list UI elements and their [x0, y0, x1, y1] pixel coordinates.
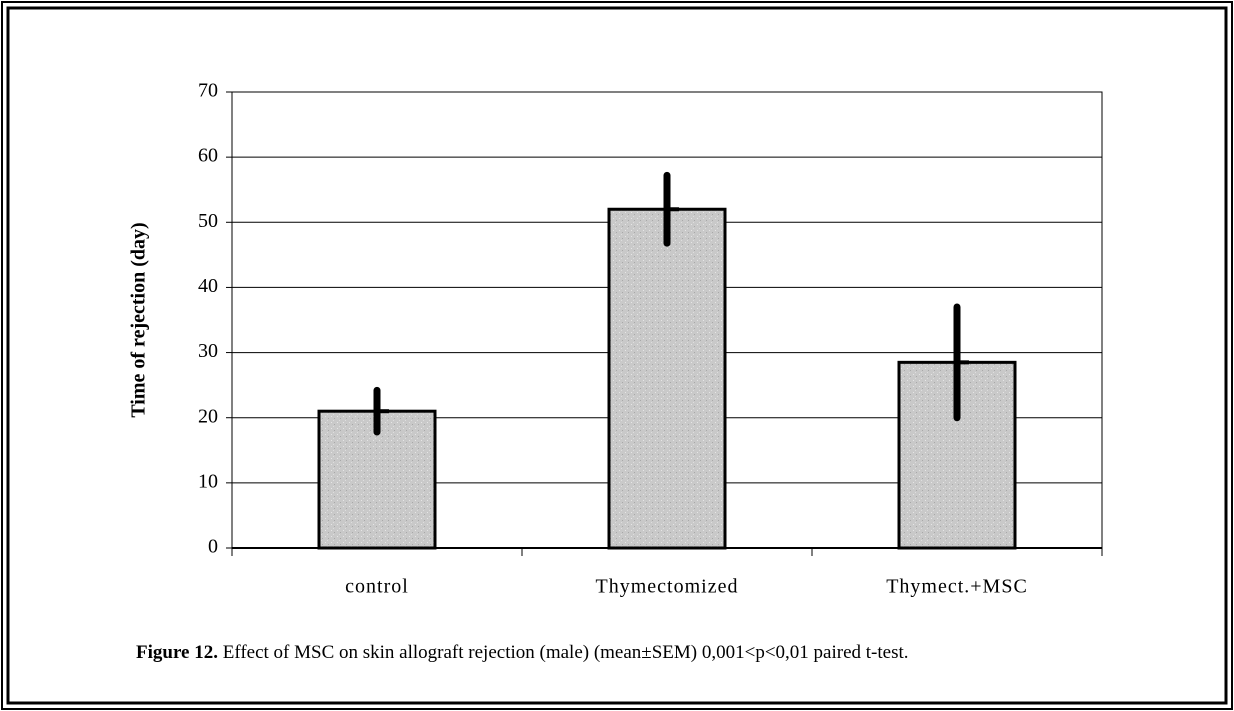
inner-frame: [6, 6, 1228, 705]
y-axis-label: Time of rejection (day): [128, 222, 150, 417]
y-tick-label: 20: [198, 405, 218, 427]
y-tick-label: 50: [198, 210, 218, 232]
y-tick-label: 70: [198, 80, 218, 102]
y-tick-label: 30: [198, 340, 218, 362]
caption-label: Figure 12.: [136, 642, 218, 663]
y-tick-label: 60: [198, 145, 218, 167]
x-tick-label: Thymectomized: [596, 576, 739, 598]
y-tick-label: 0: [208, 536, 218, 558]
y-tick-label: 40: [198, 275, 218, 297]
caption-text: Effect of MSC on skin allograft rejectio…: [218, 642, 909, 663]
bar: [607, 207, 727, 550]
x-tick-label: control: [345, 576, 409, 598]
caption: Figure 12. Effect of MSC on skin allogra…: [136, 642, 909, 663]
y-tick-label: 10: [198, 470, 218, 492]
x-tick-label: Thymect.+MSC: [886, 576, 1028, 598]
